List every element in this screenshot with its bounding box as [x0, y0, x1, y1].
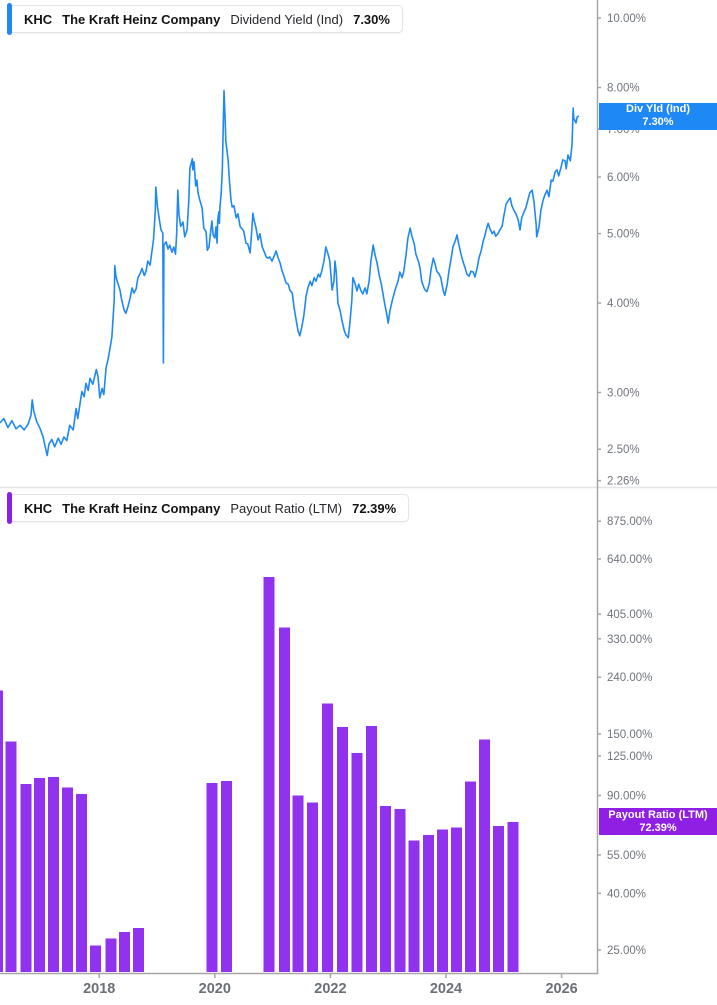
- payout-ratio-bar: [75, 794, 87, 972]
- year-label: 2020: [199, 981, 231, 997]
- y-tick-label: 2.26%: [607, 476, 640, 488]
- badge-label: Div Yld (Ind): [626, 103, 690, 115]
- payout-ratio-bar: [351, 753, 363, 972]
- ticker-symbol: KHC: [24, 11, 53, 27]
- series-header-dividend-yield[interactable]: KHC The Kraft Heinz Company Dividend Yie…: [7, 3, 403, 35]
- payout-ratio-bar: [133, 928, 144, 972]
- metric-name: Dividend Yield (Ind): [230, 11, 344, 27]
- payout-ratio-bar: [61, 787, 73, 972]
- company-name: The Kraft Heinz Company: [62, 11, 221, 27]
- ticker-symbol: KHC: [24, 500, 53, 516]
- y-tick-label: 10.00%: [607, 13, 646, 25]
- axis-badge-payout-ratio: Payout Ratio (LTM) 72.39%: [599, 808, 717, 836]
- y-tick-label: 875.00%: [607, 516, 652, 528]
- series-accent-bar-blue: [7, 3, 12, 35]
- payout-ratio-bar: [379, 806, 391, 972]
- y-tick-label: 330.00%: [607, 634, 652, 646]
- payout-ratio-bar: [105, 938, 117, 972]
- y-tick-label: 4.00%: [607, 298, 640, 310]
- dividend-yield-line: [0, 89, 580, 457]
- payout-ratio-bar: [493, 825, 505, 972]
- payout-ratio-bar: [337, 726, 348, 972]
- y-tick-label: 90.00%: [607, 791, 646, 803]
- y-tick-label: 5.00%: [607, 229, 640, 241]
- payout-ratio-bar: [292, 795, 304, 972]
- payout-ratio-bar: [464, 781, 476, 972]
- y-tick-label: 240.00%: [607, 672, 652, 684]
- payout-ratio-bar: [119, 932, 131, 972]
- payout-ratio-bar: [206, 782, 218, 972]
- y-tick-label: 6.00%: [607, 172, 640, 184]
- payout-ratio-bar: [220, 781, 232, 972]
- badge-label: Payout Ratio (LTM): [608, 808, 708, 821]
- payout-ratio-bar: [0, 690, 3, 972]
- payout-ratio-bar: [507, 821, 519, 972]
- year-label: 2024: [430, 981, 462, 997]
- payout-ratio-bar: [437, 829, 448, 972]
- payout-ratio-bar: [48, 776, 59, 972]
- company-name: The Kraft Heinz Company: [62, 500, 221, 516]
- badge-value: 72.39%: [639, 821, 677, 834]
- payout-ratio-bar: [20, 784, 32, 972]
- y-tick-label: 125.00%: [607, 751, 652, 763]
- payout-ratio-bar: [307, 802, 318, 972]
- badge-value: 7.30%: [642, 116, 674, 128]
- payout-ratio-bar: [365, 726, 377, 972]
- year-label: 2022: [314, 981, 346, 997]
- payout-ratio-bar: [263, 577, 275, 972]
- payout-ratio-bar: [279, 627, 291, 972]
- y-tick-label: 3.00%: [607, 388, 640, 400]
- payout-ratio-bar: [90, 945, 102, 972]
- metric-value: 7.30%: [353, 11, 390, 27]
- y-tick-label: 2.50%: [607, 444, 640, 456]
- metric-value: 72.39%: [352, 500, 397, 516]
- payout-ratio-bar: [322, 703, 333, 972]
- axis-badge-dividend-yield: Div Yld (Ind) 7.30%: [599, 102, 717, 130]
- series-accent-bar-purple: [7, 492, 12, 524]
- payout-ratio-bar: [450, 827, 462, 972]
- payout-ratio-bar: [394, 809, 406, 972]
- y-tick-label: 55.00%: [607, 850, 646, 862]
- y-tick-label: 405.00%: [607, 609, 652, 621]
- year-label: 2018: [83, 981, 115, 997]
- y-tick-label: 8.00%: [607, 83, 640, 95]
- metric-name: Payout Ratio (LTM): [230, 500, 343, 516]
- series-header-payout-ratio[interactable]: KHC The Kraft Heinz Company Payout Ratio…: [7, 492, 410, 524]
- year-label: 2026: [545, 981, 577, 997]
- y-tick-label: 25.00%: [607, 945, 646, 957]
- payout-ratio-bar: [408, 840, 420, 972]
- payout-ratio-bar: [5, 741, 17, 972]
- payout-ratio-bar: [479, 739, 491, 972]
- payout-ratio-bar: [34, 778, 46, 972]
- y-tick-label: 40.00%: [607, 888, 646, 900]
- y-tick-label: 640.00%: [607, 554, 652, 566]
- y-tick-label: 150.00%: [607, 729, 652, 741]
- payout-ratio-bar: [423, 834, 435, 972]
